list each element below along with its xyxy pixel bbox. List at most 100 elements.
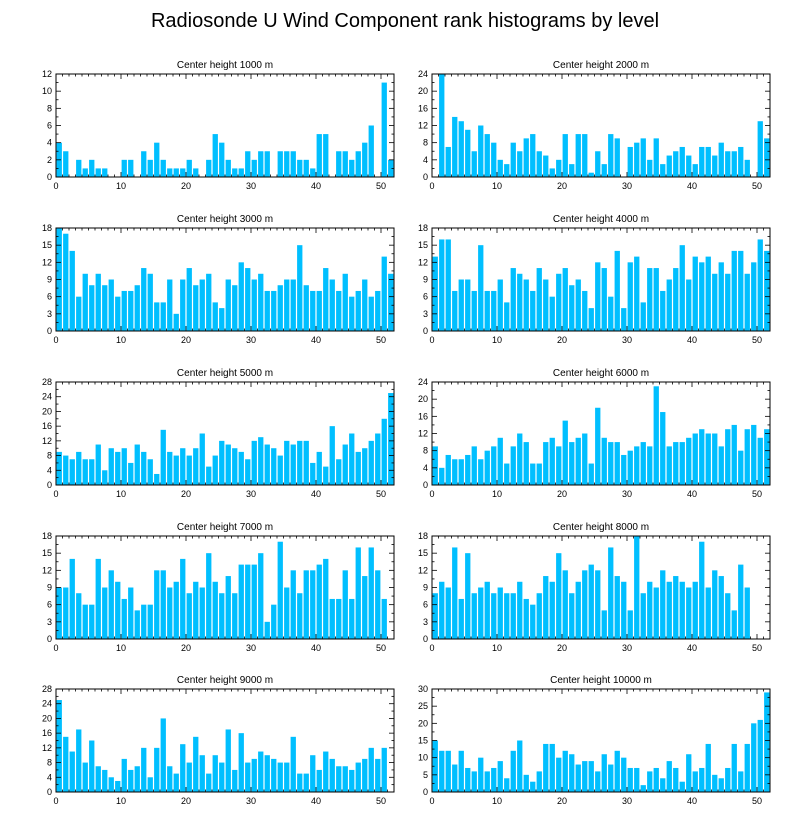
histogram-bar bbox=[102, 470, 108, 485]
histogram-bar bbox=[297, 245, 303, 331]
histogram-bar bbox=[686, 155, 692, 177]
histogram-bar bbox=[290, 570, 296, 639]
histogram-bar bbox=[725, 429, 731, 485]
histogram-bar bbox=[627, 767, 633, 792]
histogram-bar bbox=[284, 279, 290, 331]
histogram-bar bbox=[569, 285, 575, 331]
x-tick-label: 10 bbox=[492, 796, 502, 806]
histogram-bar bbox=[206, 466, 212, 485]
histogram-bar bbox=[160, 302, 166, 331]
histogram-bar bbox=[82, 604, 88, 639]
histogram-bar bbox=[627, 610, 633, 639]
histogram-bar bbox=[601, 437, 607, 485]
histogram-bar bbox=[316, 769, 322, 792]
histogram-bar bbox=[673, 576, 679, 639]
histogram-bar bbox=[725, 273, 731, 331]
histogram-bar bbox=[193, 581, 199, 639]
histogram-bar bbox=[82, 168, 88, 177]
histogram-bar bbox=[562, 420, 568, 485]
histogram-bar bbox=[608, 134, 614, 177]
histogram-bar bbox=[128, 587, 134, 639]
histogram-bar bbox=[465, 279, 471, 331]
histogram-bar bbox=[595, 262, 601, 331]
histogram-bar bbox=[355, 151, 361, 177]
histogram-bar bbox=[310, 168, 316, 177]
histogram-bar bbox=[63, 455, 69, 485]
histogram-bar bbox=[595, 570, 601, 639]
histogram-bar bbox=[381, 418, 387, 485]
histogram-bar bbox=[349, 296, 355, 331]
histogram-bar bbox=[63, 151, 69, 177]
panel-title: Center height 5000 m bbox=[177, 368, 273, 379]
histogram-bar bbox=[186, 762, 192, 792]
histogram-bar bbox=[342, 444, 348, 485]
histogram-bar bbox=[718, 778, 724, 792]
histogram-bar bbox=[290, 279, 296, 331]
histogram-bar bbox=[199, 279, 205, 331]
histogram-bar bbox=[471, 290, 477, 331]
histogram-bar bbox=[543, 576, 549, 639]
histogram-bar bbox=[82, 273, 88, 331]
y-tick-label: 15 bbox=[418, 240, 428, 250]
histogram-bar bbox=[141, 747, 147, 792]
histogram-bar bbox=[738, 250, 744, 331]
x-tick-label: 30 bbox=[622, 335, 632, 345]
histogram-bar bbox=[368, 547, 374, 639]
y-tick-label: 0 bbox=[423, 326, 428, 336]
histogram-bar bbox=[647, 268, 653, 331]
histogram-bar bbox=[627, 146, 633, 177]
histogram-bar bbox=[432, 740, 438, 792]
histogram-bar bbox=[277, 541, 283, 639]
histogram-bar bbox=[180, 744, 186, 792]
x-tick-label: 50 bbox=[376, 181, 386, 191]
histogram-bar bbox=[478, 245, 484, 331]
histogram-bar bbox=[121, 598, 127, 639]
histogram-bar bbox=[452, 116, 458, 177]
y-tick-label: 3 bbox=[423, 309, 428, 319]
histogram-bar bbox=[549, 296, 555, 331]
histogram-bar bbox=[738, 450, 744, 485]
histogram-bar bbox=[355, 547, 361, 639]
histogram-bar bbox=[303, 773, 309, 792]
histogram-bar bbox=[582, 290, 588, 331]
y-tick-label: 9 bbox=[423, 275, 428, 285]
histogram-bar bbox=[316, 564, 322, 639]
y-tick-label: 24 bbox=[418, 377, 428, 387]
histogram-bar bbox=[757, 719, 763, 792]
histogram-bar bbox=[121, 758, 127, 792]
histogram-bar bbox=[718, 262, 724, 331]
histogram-bar bbox=[445, 750, 451, 792]
histogram-bar bbox=[751, 262, 757, 331]
histogram-bar bbox=[588, 564, 594, 639]
histogram-bar bbox=[523, 138, 529, 177]
histogram-bar bbox=[582, 761, 588, 792]
x-tick-label: 50 bbox=[752, 489, 762, 499]
histogram-bar bbox=[69, 459, 75, 485]
histogram-bar bbox=[510, 142, 516, 177]
panel-title: Center height 10000 m bbox=[550, 675, 652, 686]
histogram-bar bbox=[310, 570, 316, 639]
histogram-bar bbox=[349, 433, 355, 485]
y-tick-label: 6 bbox=[423, 600, 428, 610]
histogram-bar bbox=[154, 302, 160, 331]
histogram-bar bbox=[471, 446, 477, 485]
histogram-bar bbox=[673, 151, 679, 177]
histogram-bar bbox=[56, 587, 62, 639]
histogram-bar bbox=[362, 142, 368, 177]
histogram-bar bbox=[705, 587, 711, 639]
histogram-bar bbox=[167, 279, 173, 331]
histogram-bar bbox=[89, 159, 95, 177]
histogram-bar bbox=[362, 758, 368, 792]
x-tick-label: 10 bbox=[116, 643, 126, 653]
histogram-bar bbox=[439, 74, 445, 177]
histogram-bar bbox=[679, 245, 685, 331]
histogram-bar bbox=[277, 151, 283, 177]
histogram-bar bbox=[744, 159, 750, 177]
histogram-bar bbox=[232, 168, 238, 177]
y-tick-label: 4 bbox=[47, 138, 52, 148]
x-tick-label: 0 bbox=[53, 181, 58, 191]
y-tick-label: 4 bbox=[423, 463, 428, 473]
histogram-panel: Center height 10000 m 0 10 20 30 40 50 0 5 10 15 20… bbox=[418, 675, 771, 806]
y-tick-label: 12 bbox=[42, 743, 52, 753]
